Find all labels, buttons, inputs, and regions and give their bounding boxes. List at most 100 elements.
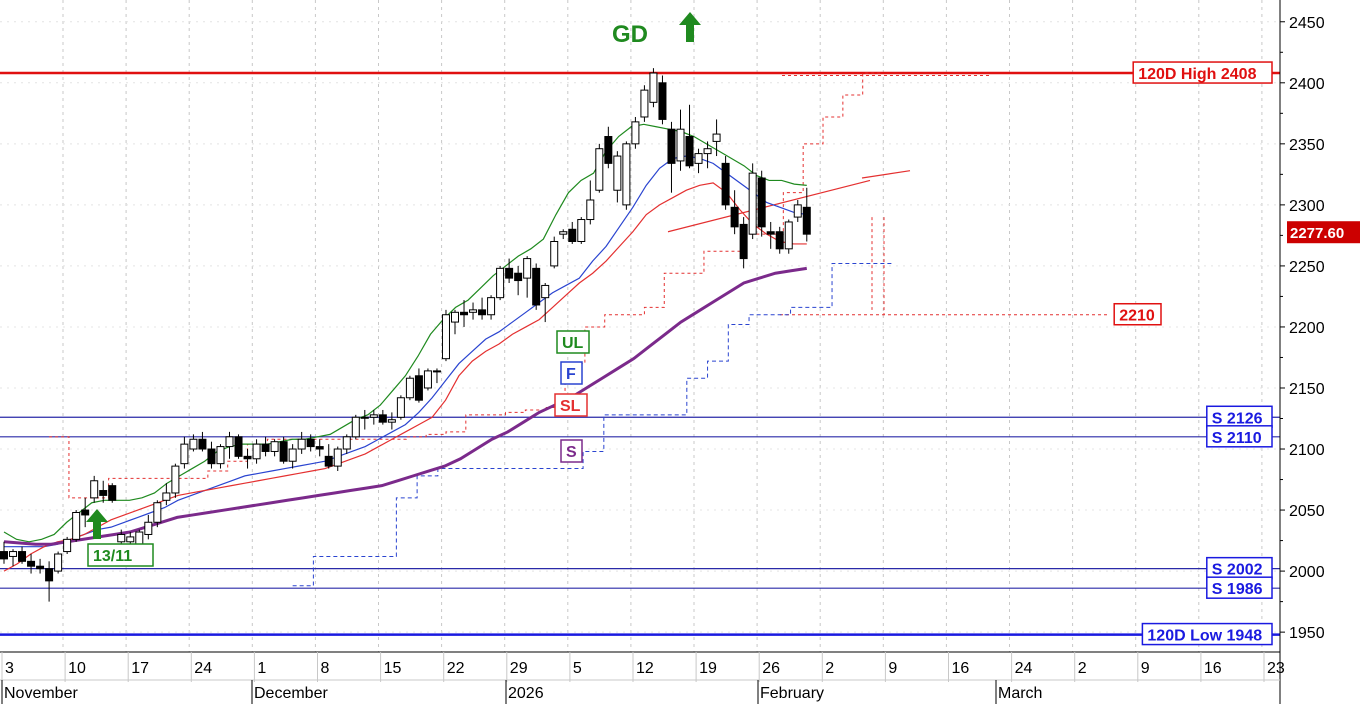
- x-tick-label: 5: [573, 660, 582, 677]
- level-label: 120D Low 1948: [1141, 622, 1273, 646]
- month-label: February: [760, 685, 824, 702]
- y-tick-label: 2250: [1289, 259, 1325, 276]
- y-tick-label: 2300: [1289, 198, 1325, 215]
- candle: [36, 558, 45, 574]
- candle-body: [243, 455, 252, 460]
- candle: [577, 217, 586, 244]
- candle: [270, 439, 279, 457]
- candle: [234, 434, 243, 459]
- y-tick-label: 1950: [1289, 625, 1325, 642]
- label-text: 2210: [1119, 308, 1155, 325]
- candle: [216, 444, 225, 469]
- y-tick-label: 2150: [1289, 381, 1325, 398]
- candle-body: [721, 162, 730, 206]
- candle: [721, 156, 730, 210]
- candle: [351, 414, 360, 440]
- buy-arrow-icon: [86, 509, 108, 539]
- candle-body: [586, 199, 595, 221]
- candle: [613, 151, 622, 203]
- label-box: [1132, 61, 1273, 84]
- x-tick-label: 26: [762, 660, 780, 677]
- candle: [297, 431, 306, 454]
- candle: [487, 295, 496, 320]
- candle-body: [514, 272, 523, 282]
- candle: [225, 431, 234, 459]
- candle-body: [306, 438, 315, 448]
- month-label: December: [254, 685, 328, 702]
- candle-body: [324, 455, 333, 467]
- y-tick-label: 2100: [1289, 442, 1325, 459]
- candle-body: [234, 436, 243, 457]
- candle-body: [432, 370, 441, 373]
- candle-body: [189, 438, 198, 450]
- x-tick-label: 3: [5, 660, 14, 677]
- candle: [72, 510, 81, 542]
- label-box: [1113, 302, 1162, 326]
- x-tick-label: 10: [68, 660, 86, 677]
- candle-body: [180, 443, 189, 465]
- candle-body: [414, 375, 423, 401]
- candle-body: [649, 72, 658, 103]
- candle-body: [216, 446, 225, 465]
- candle-body: [757, 177, 766, 228]
- stop-step-red: [49, 72, 883, 499]
- candle-body: [162, 492, 171, 501]
- candle: [505, 258, 514, 284]
- stop-step-blue: [292, 262, 895, 587]
- tag-text: F: [566, 366, 576, 383]
- candle-body: [333, 448, 342, 467]
- tag-box: [87, 543, 154, 567]
- candle: [306, 434, 315, 452]
- candle: [144, 514, 153, 540]
- candle: [279, 436, 288, 464]
- candle-body: [451, 311, 459, 323]
- candle-body: [297, 438, 306, 450]
- candle-body: [784, 221, 793, 250]
- candle-body: [523, 258, 532, 279]
- candle: [496, 265, 505, 301]
- candle: [243, 449, 252, 469]
- candle-body: [541, 284, 550, 299]
- candle-body: [54, 553, 63, 572]
- y-axis: 1950 2000 2050 2100 2150 2200 2250 2300 2350 2400…: [1280, 15, 1325, 642]
- candle: [685, 104, 694, 169]
- candle-body: [685, 136, 694, 167]
- candle: [667, 121, 676, 193]
- candle: [523, 256, 532, 298]
- candle-body: [225, 436, 234, 448]
- y-tick-label: 2450: [1289, 15, 1325, 32]
- candle: [703, 141, 712, 169]
- label-text: S 2110: [1212, 430, 1262, 447]
- candle: [460, 300, 469, 327]
- candle-body: [36, 565, 45, 570]
- candle-body: [766, 231, 775, 235]
- candle-body: [27, 560, 36, 567]
- x-tick-label: 1: [257, 660, 266, 677]
- candle: [730, 190, 739, 235]
- candle: [315, 439, 324, 457]
- level-label: 120D High 2408: [1132, 61, 1273, 84]
- candle-body: [270, 441, 279, 452]
- label-text: 120D High 2408: [1138, 66, 1256, 83]
- label-text: S 1986: [1212, 581, 1263, 598]
- candle-body: [351, 416, 360, 438]
- candle: [252, 439, 261, 464]
- candle: [342, 434, 351, 454]
- x-tick-label: 2: [825, 660, 834, 677]
- candle-body: [730, 206, 739, 228]
- candle-body: [261, 443, 270, 452]
- candle-body: [568, 228, 577, 242]
- label-box: [1206, 576, 1273, 599]
- x-tick-label: 16: [952, 660, 970, 677]
- x-tick-label: 16: [1204, 660, 1222, 677]
- candle-body: [0, 551, 8, 560]
- label-box: [1141, 622, 1273, 646]
- last-price-box: [1287, 221, 1360, 244]
- candle-body: [631, 121, 640, 145]
- candle: [532, 263, 541, 310]
- candle: [369, 409, 378, 425]
- candle: [288, 444, 297, 469]
- level-label: S 2126: [1206, 405, 1273, 429]
- candle: [658, 75, 667, 125]
